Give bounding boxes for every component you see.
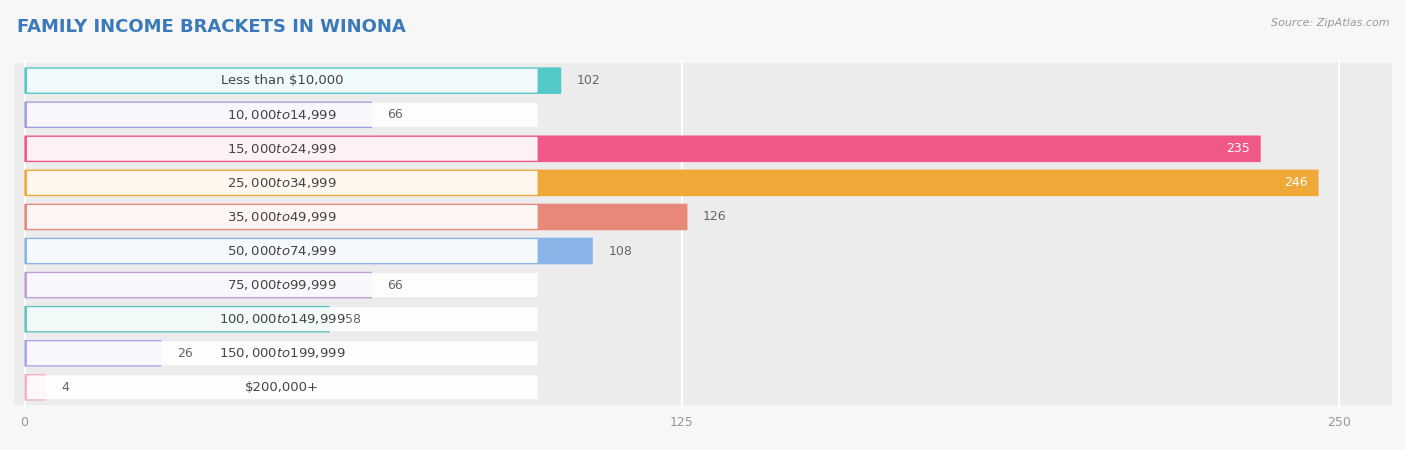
FancyBboxPatch shape <box>24 68 561 94</box>
Text: $50,000 to $74,999: $50,000 to $74,999 <box>228 244 337 258</box>
Text: 4: 4 <box>62 381 69 394</box>
Text: 102: 102 <box>576 74 600 87</box>
FancyBboxPatch shape <box>24 272 373 298</box>
FancyBboxPatch shape <box>24 374 46 400</box>
FancyBboxPatch shape <box>14 165 1392 201</box>
Text: $10,000 to $14,999: $10,000 to $14,999 <box>228 108 337 122</box>
Text: $75,000 to $99,999: $75,000 to $99,999 <box>228 278 337 292</box>
Text: 108: 108 <box>609 244 633 257</box>
Text: $150,000 to $199,999: $150,000 to $199,999 <box>219 346 346 360</box>
Text: $25,000 to $34,999: $25,000 to $34,999 <box>228 176 337 190</box>
FancyBboxPatch shape <box>24 135 1261 162</box>
FancyBboxPatch shape <box>27 137 537 161</box>
Text: Source: ZipAtlas.com: Source: ZipAtlas.com <box>1271 18 1389 28</box>
Text: 66: 66 <box>388 279 404 292</box>
FancyBboxPatch shape <box>27 239 537 263</box>
Text: 246: 246 <box>1284 176 1308 189</box>
FancyBboxPatch shape <box>24 306 330 333</box>
FancyBboxPatch shape <box>27 273 537 297</box>
Text: $100,000 to $149,999: $100,000 to $149,999 <box>219 312 346 326</box>
FancyBboxPatch shape <box>24 101 373 128</box>
FancyBboxPatch shape <box>27 205 537 229</box>
Text: $35,000 to $49,999: $35,000 to $49,999 <box>228 210 337 224</box>
FancyBboxPatch shape <box>24 238 593 264</box>
FancyBboxPatch shape <box>14 302 1392 337</box>
FancyBboxPatch shape <box>27 342 537 365</box>
Text: 58: 58 <box>346 313 361 326</box>
FancyBboxPatch shape <box>27 375 537 399</box>
Text: FAMILY INCOME BRACKETS IN WINONA: FAMILY INCOME BRACKETS IN WINONA <box>17 18 405 36</box>
FancyBboxPatch shape <box>24 340 162 367</box>
FancyBboxPatch shape <box>14 369 1392 405</box>
Text: 26: 26 <box>177 347 193 360</box>
FancyBboxPatch shape <box>24 170 1319 196</box>
FancyBboxPatch shape <box>14 63 1392 99</box>
Text: $200,000+: $200,000+ <box>245 381 319 394</box>
FancyBboxPatch shape <box>24 204 688 230</box>
FancyBboxPatch shape <box>14 97 1392 132</box>
Text: $15,000 to $24,999: $15,000 to $24,999 <box>228 142 337 156</box>
FancyBboxPatch shape <box>27 103 537 126</box>
FancyBboxPatch shape <box>14 233 1392 269</box>
FancyBboxPatch shape <box>14 267 1392 303</box>
Text: 66: 66 <box>388 108 404 121</box>
FancyBboxPatch shape <box>14 199 1392 235</box>
FancyBboxPatch shape <box>14 336 1392 371</box>
FancyBboxPatch shape <box>27 171 537 195</box>
Text: 126: 126 <box>703 211 727 224</box>
FancyBboxPatch shape <box>27 69 537 93</box>
Text: 235: 235 <box>1226 142 1250 155</box>
FancyBboxPatch shape <box>14 131 1392 166</box>
Text: Less than $10,000: Less than $10,000 <box>221 74 343 87</box>
FancyBboxPatch shape <box>27 307 537 331</box>
